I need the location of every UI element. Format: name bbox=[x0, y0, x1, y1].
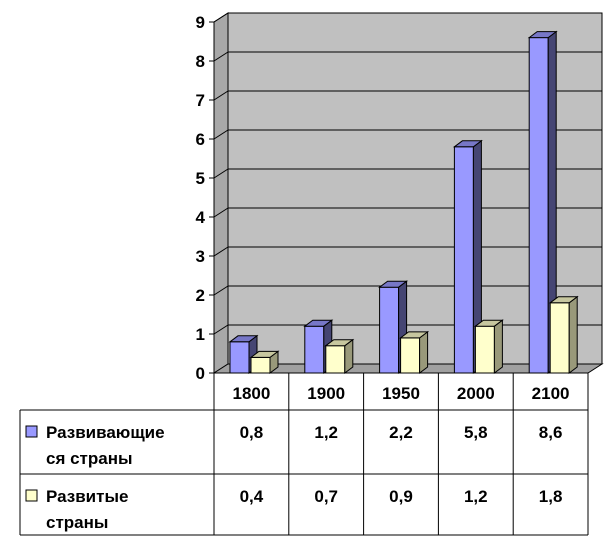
y-tick-label: 0 bbox=[196, 364, 205, 383]
legend-label: Развивающие bbox=[46, 423, 165, 442]
gridline-side bbox=[213, 12, 229, 23]
bar-top bbox=[324, 339, 355, 347]
bar-side bbox=[419, 330, 429, 374]
data-label: 5,8 bbox=[464, 423, 488, 442]
y-tick-label: 3 bbox=[196, 247, 205, 266]
bar-developed bbox=[250, 356, 271, 374]
bar-top bbox=[378, 280, 409, 288]
bar-top bbox=[548, 296, 579, 304]
y-tick-label: 2 bbox=[196, 286, 205, 305]
bar-top bbox=[303, 319, 334, 327]
gridline-side bbox=[213, 324, 229, 335]
bar-developing bbox=[379, 286, 400, 374]
bar-top bbox=[452, 140, 483, 148]
legend-swatch bbox=[25, 489, 38, 502]
side-wall bbox=[213, 12, 229, 374]
data-label: 0,4 bbox=[240, 487, 264, 506]
data-label: 1,2 bbox=[314, 423, 338, 442]
bar-developing bbox=[229, 341, 250, 374]
legend-swatch bbox=[25, 425, 38, 438]
bar-top bbox=[473, 319, 504, 327]
data-label: 1,2 bbox=[464, 487, 488, 506]
gridline-side bbox=[213, 51, 229, 62]
gridline-side bbox=[213, 129, 229, 140]
y-tick-label: 9 bbox=[196, 13, 205, 32]
y-tick-label: 7 bbox=[196, 91, 205, 110]
gridline-side bbox=[213, 246, 229, 257]
bar-top bbox=[399, 331, 430, 339]
bar-developing bbox=[453, 146, 474, 374]
legend-label: ся страны bbox=[46, 449, 133, 468]
category-label: 2000 bbox=[457, 384, 495, 403]
bar-side bbox=[568, 295, 578, 374]
legend-label: страны bbox=[46, 513, 108, 532]
y-tick-label: 6 bbox=[196, 130, 205, 149]
bar-top bbox=[228, 335, 259, 343]
data-label: 2,2 bbox=[389, 423, 413, 442]
category-label: 1950 bbox=[382, 384, 420, 403]
bar-developing bbox=[528, 37, 549, 374]
gridline-side bbox=[213, 90, 229, 101]
category-label: 1800 bbox=[232, 384, 270, 403]
bar-developed bbox=[474, 325, 495, 374]
bar-developed bbox=[549, 302, 570, 374]
bar-developing bbox=[304, 325, 325, 374]
category-label: 2100 bbox=[532, 384, 570, 403]
y-tick-label: 4 bbox=[196, 208, 206, 227]
bar-developed bbox=[400, 337, 421, 374]
data-label: 1,8 bbox=[539, 487, 563, 506]
gridline-side bbox=[213, 168, 229, 179]
gridline-side bbox=[213, 285, 229, 296]
gridline-side bbox=[213, 207, 229, 218]
y-tick-label: 5 bbox=[196, 169, 205, 188]
bar-top bbox=[527, 31, 558, 39]
y-tick-label: 8 bbox=[196, 52, 205, 71]
data-label: 8,6 bbox=[539, 423, 563, 442]
category-label: 1900 bbox=[307, 384, 345, 403]
y-tick-label: 1 bbox=[196, 325, 205, 344]
bar-side bbox=[493, 319, 503, 374]
bar-developed bbox=[325, 345, 346, 374]
data-label: 0,8 bbox=[240, 423, 264, 442]
legend-label: Развитые bbox=[46, 487, 128, 506]
data-label: 0,7 bbox=[314, 487, 338, 506]
data-label: 0,9 bbox=[389, 487, 413, 506]
bar-top bbox=[249, 350, 280, 358]
